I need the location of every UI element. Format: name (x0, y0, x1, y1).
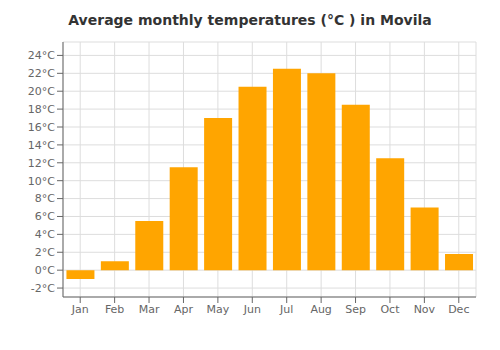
svg-text:0°C: 0°C (35, 264, 55, 277)
svg-text:22°C: 22°C (28, 67, 55, 80)
svg-text:20°C: 20°C (28, 85, 55, 98)
html-text:Average monthly temperatures (: Average monthly temperatures (°C ) in Mo… (68, 12, 432, 28)
svg-text:Oct: Oct (380, 303, 400, 316)
svg-text:Apr: Apr (174, 303, 194, 316)
svg-text:14°C: 14°C (28, 139, 55, 152)
svg-text:2°C: 2°C (35, 246, 55, 259)
svg-text:-2°C: -2°C (31, 282, 55, 295)
svg-text:16°C: 16°C (28, 121, 55, 134)
svg-text:8°C: 8°C (35, 192, 55, 205)
svg-text:24°C: 24°C (28, 49, 55, 62)
svg-text:Dec: Dec (448, 303, 469, 316)
svg-text:Mar: Mar (139, 303, 160, 316)
svg-text:18°C: 18°C (28, 103, 55, 116)
svg-text:Nov: Nov (414, 303, 436, 316)
svg-text:May: May (207, 303, 230, 316)
svg-text:Sep: Sep (345, 303, 366, 316)
svg-text:Jan: Jan (71, 303, 89, 316)
svg-text:Feb: Feb (105, 303, 124, 316)
svg-text:12°C: 12°C (28, 157, 55, 170)
svg-text:10°C: 10°C (28, 175, 55, 188)
svg-text:6°C: 6°C (35, 210, 55, 223)
svg-text:Aug: Aug (310, 303, 331, 316)
svg-text:4°C: 4°C (35, 228, 55, 241)
svg-text:Jul: Jul (279, 303, 293, 316)
svg-text:Jun: Jun (243, 303, 261, 316)
